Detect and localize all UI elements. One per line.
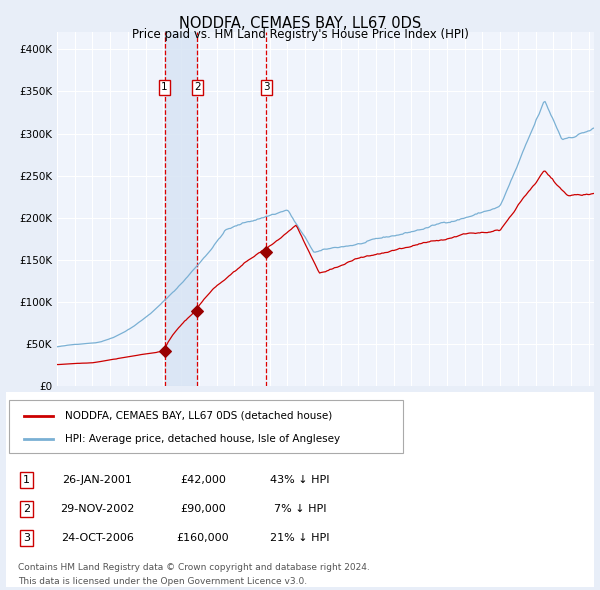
Text: 3: 3 — [23, 533, 30, 543]
Text: Contains HM Land Registry data © Crown copyright and database right 2024.: Contains HM Land Registry data © Crown c… — [18, 563, 370, 572]
Text: 24-OCT-2006: 24-OCT-2006 — [61, 533, 134, 543]
Text: 1: 1 — [161, 83, 168, 92]
Point — [160, 346, 169, 356]
Text: 43% ↓ HPI: 43% ↓ HPI — [270, 475, 330, 485]
Text: 2: 2 — [23, 504, 30, 514]
Text: £42,000: £42,000 — [180, 475, 226, 485]
Text: NODDFA, CEMAES BAY, LL67 0DS (detached house): NODDFA, CEMAES BAY, LL67 0DS (detached h… — [65, 411, 332, 421]
Text: HPI: Average price, detached house, Isle of Anglesey: HPI: Average price, detached house, Isle… — [65, 434, 340, 444]
Bar — [164, 32, 197, 386]
Text: 26-JAN-2001: 26-JAN-2001 — [62, 475, 132, 485]
Text: 21% ↓ HPI: 21% ↓ HPI — [270, 533, 330, 543]
Text: NODDFA, CEMAES BAY, LL67 0DS: NODDFA, CEMAES BAY, LL67 0DS — [179, 16, 421, 31]
Text: £90,000: £90,000 — [180, 504, 226, 514]
Text: 2: 2 — [194, 83, 200, 92]
Point — [262, 247, 271, 256]
Text: This data is licensed under the Open Government Licence v3.0.: This data is licensed under the Open Gov… — [18, 576, 307, 586]
Text: 3: 3 — [263, 83, 269, 92]
Text: 7% ↓ HPI: 7% ↓ HPI — [274, 504, 326, 514]
Text: 1: 1 — [23, 475, 30, 485]
Text: Price paid vs. HM Land Registry's House Price Index (HPI): Price paid vs. HM Land Registry's House … — [131, 28, 469, 41]
Point — [193, 306, 202, 315]
Text: £160,000: £160,000 — [176, 533, 229, 543]
Text: 29-NOV-2002: 29-NOV-2002 — [60, 504, 134, 514]
